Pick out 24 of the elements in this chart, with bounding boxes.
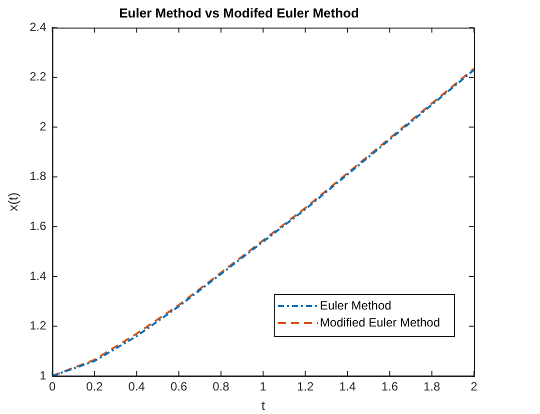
x-axis-title: t xyxy=(261,398,266,413)
x-tick-label: 1 xyxy=(260,380,267,394)
x-tick-label: 0.2 xyxy=(86,380,104,394)
x-tick-label: 0.6 xyxy=(170,380,188,394)
x-tick-label: 1.2 xyxy=(296,380,314,394)
y-tick-label: 2.4 xyxy=(30,20,47,34)
y-tick-label: 1.6 xyxy=(30,219,47,233)
y-tick-label: 2 xyxy=(40,119,47,134)
x-tick-label: 0.8 xyxy=(212,380,230,394)
y-tick-label: 1.4 xyxy=(30,268,47,283)
y-axis-title: x(t) xyxy=(5,192,20,212)
x-tick-label: 1.8 xyxy=(423,380,440,394)
y-tick-label: 1 xyxy=(40,368,47,382)
y-tick-label: 2.2 xyxy=(30,70,47,84)
x-tick-label: 0.4 xyxy=(128,380,146,394)
x-tick-label: 0 xyxy=(48,380,56,394)
x-tick-label: 2 xyxy=(470,380,478,394)
legend-label: Modified Euler Method xyxy=(320,315,440,330)
legend-label: Euler Method xyxy=(320,298,392,312)
y-tick-label: 1.8 xyxy=(30,169,47,184)
chart-title: Euler Method vs Modifed Euler Method xyxy=(119,5,359,20)
x-tick-label: 1.6 xyxy=(381,380,398,394)
y-tick-label: 1.2 xyxy=(30,318,47,333)
x-tick-label: 1.4 xyxy=(339,380,356,394)
